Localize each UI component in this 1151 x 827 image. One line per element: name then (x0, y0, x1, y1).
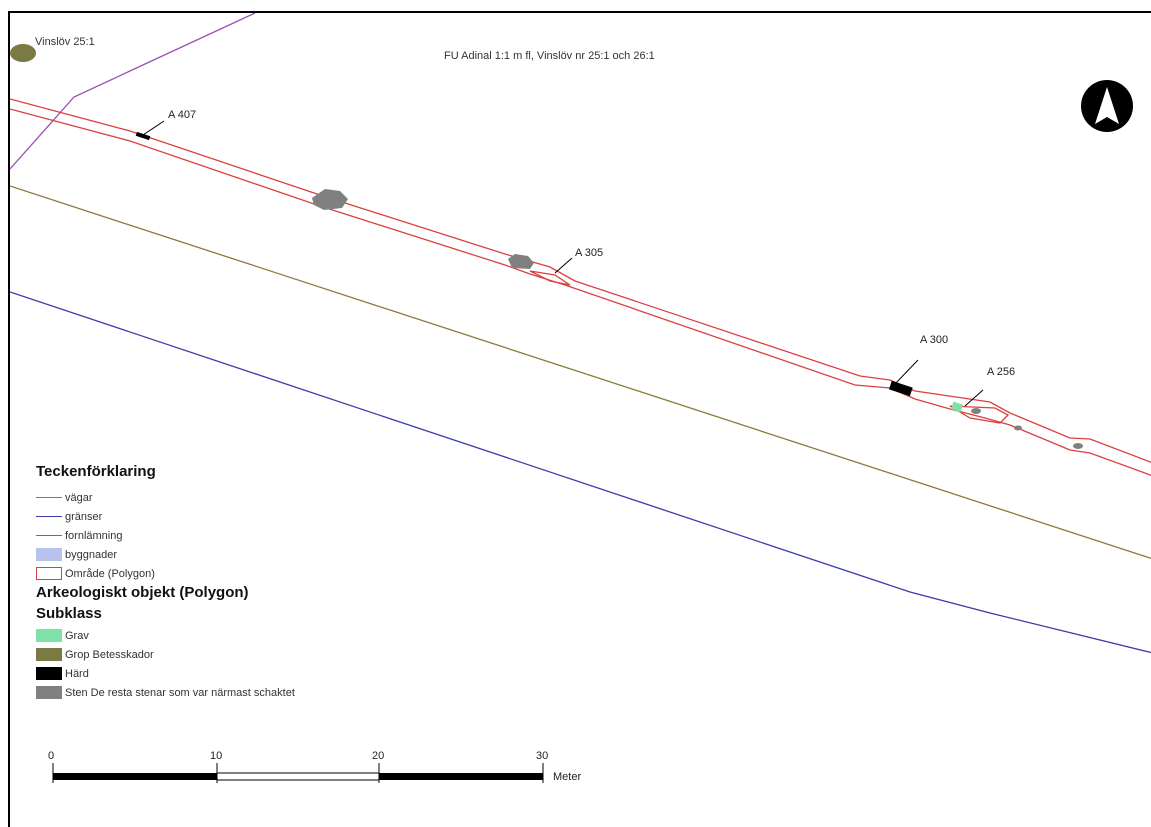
legend-label: Område (Polygon) (65, 568, 155, 580)
legend-item-grav: Grav (36, 626, 456, 645)
legend-item-vagar: vägar (36, 488, 456, 507)
legend-swatch-grop (36, 648, 62, 661)
legend-object-heading: Arkeologiskt objekt (Polygon) (36, 584, 456, 603)
scale-tick-label: 10 (210, 750, 222, 762)
legend-label: Härd (65, 668, 89, 680)
sten-feature-small-3[interactable] (1073, 443, 1083, 449)
legend-swatch-sten (36, 686, 62, 699)
leader-a407 (140, 121, 164, 137)
map-frame: FU Adinal 1:1 m fl, Vinslöv nr 25:1 och … (8, 11, 1151, 827)
scale-tick-label: 30 (536, 750, 548, 762)
scale-unit: Meter (553, 771, 581, 783)
legend-item-sten: Sten De resta stenar som var närmast sch… (36, 683, 456, 702)
sten-feature-small-2[interactable] (1014, 426, 1022, 431)
legend-item-fornlamning: fornlämning (36, 526, 456, 545)
legend-line-fornlamning (36, 535, 62, 536)
leader-a300 (894, 360, 918, 385)
grav-feature-a256[interactable] (951, 402, 963, 413)
legend-swatch-byggnader (36, 548, 62, 561)
legend-label: Grav (65, 630, 89, 642)
scale-segment-2 (217, 773, 379, 780)
legend-swatch-grav (36, 629, 62, 642)
sten-feature-large[interactable] (312, 189, 348, 210)
map-title: FU Adinal 1:1 m fl, Vinslöv nr 25:1 och … (444, 50, 655, 62)
legend-label: Sten De resta stenar som var närmast sch… (65, 687, 295, 699)
sten-feature-a305[interactable] (508, 254, 534, 269)
legend-line-vagar (36, 497, 62, 498)
property-label: Vinslöv 25:1 (35, 36, 95, 48)
legend-subclass-heading: Subklass (36, 605, 456, 624)
leader-a256 (965, 390, 983, 406)
grop-feature-corner[interactable] (10, 44, 36, 62)
leader-a305 (555, 258, 572, 273)
feature-label-a256: A 256 (987, 366, 1015, 378)
feature-label-a407: A 407 (168, 109, 196, 121)
trench-area-polygon (10, 99, 1151, 476)
legend-label: fornlämning (65, 530, 122, 542)
legend-item-granser: gränser (36, 507, 456, 526)
legend-item-byggnader: byggnader (36, 545, 456, 564)
legend-label: byggnader (65, 549, 117, 561)
legend-swatch-omrade (36, 567, 62, 580)
legend-item-hard: Härd (36, 664, 456, 683)
legend-line-granser (36, 516, 62, 517)
hard-feature-a300[interactable] (889, 381, 913, 396)
legend-label: Grop Betesskador (65, 649, 154, 661)
legend-swatch-hard (36, 667, 62, 680)
legend-title: Teckenförklaring (36, 463, 456, 480)
legend-item-grop: Grop Betesskador (36, 645, 456, 664)
legend-item-omrade: Område (Polygon) (36, 564, 456, 583)
feature-label-a305: A 305 (575, 247, 603, 259)
feature-label-a300: A 300 (920, 334, 948, 346)
scale-tick-label: 20 (372, 750, 384, 762)
scale-tick-label: 0 (48, 750, 54, 762)
sten-feature-small-1[interactable] (971, 408, 981, 414)
map-canvas[interactable] (10, 13, 1151, 827)
legend-label: vägar (65, 492, 93, 504)
legend: Teckenförklaring vägar gränser fornlämni… (36, 463, 456, 702)
scale-bar (53, 763, 543, 783)
north-arrow-icon (1081, 80, 1133, 132)
legend-label: gränser (65, 511, 102, 523)
scale-segment-1 (53, 773, 217, 780)
hard-feature-a407[interactable] (136, 132, 151, 140)
scale-segment-3 (379, 773, 543, 780)
